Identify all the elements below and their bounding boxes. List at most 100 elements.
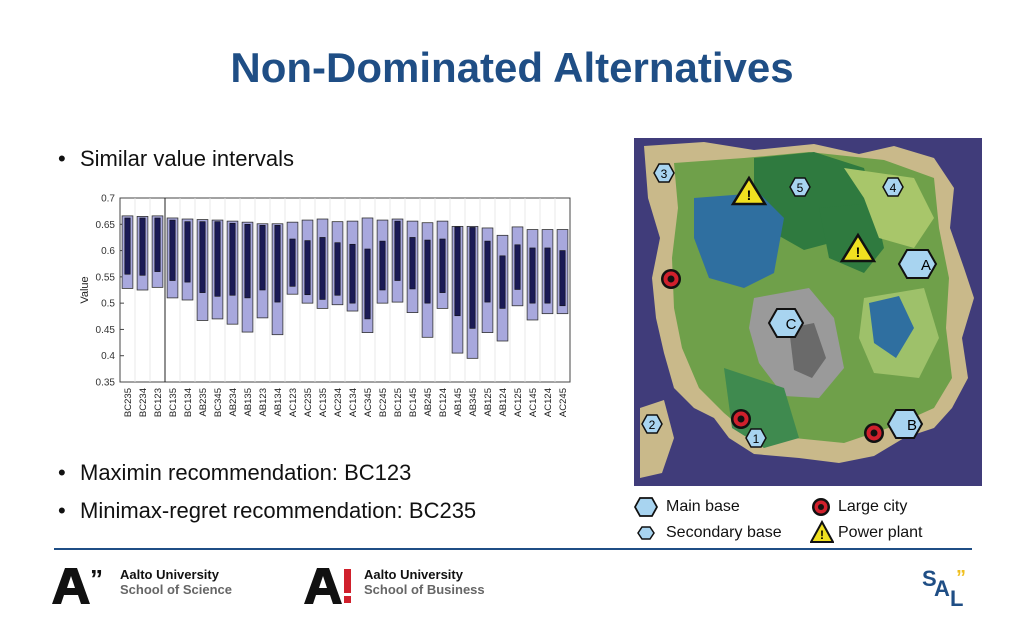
inner-interval-bar [229,222,236,296]
bullet-minimax: • Minimax-regret recommendation: BC235 [58,498,476,524]
inner-interval-bar [304,240,311,296]
inner-interval-bar [439,238,446,293]
legend-secondary-base: Secondary base [634,522,804,544]
main-base-a[interactable]: A [897,249,938,279]
x-tick-label: AC234 [333,388,344,417]
y-axis-label: Value [79,276,91,303]
y-tick-label: 0.35 [96,378,116,389]
inner-interval-bar [499,255,506,309]
logo-line: School of Business [364,582,485,597]
aalto-science-text: Aalto University School of Science [120,567,232,597]
hexagon-icon [634,497,658,517]
x-tick-label: BC135 [168,388,179,417]
inner-interval-bar [559,250,566,307]
x-tick-label: BC124 [438,388,449,417]
bullet-dot: • [58,146,66,171]
legend-main-base: Main base [634,496,804,518]
small-hexagon-icon [637,526,655,540]
secondary-base-2[interactable]: 2 [641,414,663,434]
marker-label: A [921,257,931,274]
lake-region [869,296,914,358]
large-city-marker[interactable] [661,269,681,289]
secondary-base-3[interactable]: 3 [653,163,675,183]
inner-interval-bar [169,219,176,281]
footer-divider [54,548,972,550]
inner-interval-bar [289,238,296,287]
svg-text:!: ! [856,244,861,260]
inner-interval-bar [394,220,401,281]
inner-interval-bar [514,244,521,290]
x-tick-label: AC134 [348,388,359,417]
inner-interval-bar [424,239,431,304]
inner-interval-bar [184,221,191,283]
logo-line: Aalto University [120,567,219,582]
meadow-region [844,168,934,248]
legend-label: Large city [838,498,908,515]
x-tick-label: AC145 [528,388,539,417]
power-plant-marker[interactable]: ! [730,175,768,206]
inner-interval-bar [454,226,461,317]
logo-line: Aalto University [364,567,463,582]
x-tick-label: AC125 [513,388,524,417]
marker-label: B [907,417,917,434]
inner-interval-bar [379,240,386,291]
y-tick-label: 0.6 [101,246,115,257]
large-city-marker[interactable] [864,423,884,443]
secondary-base-5[interactable]: 5 [789,177,811,197]
legend-power-plant: ! Power plant [810,520,950,544]
x-tick-label: BC134 [183,388,194,417]
x-tick-label: BC235 [123,388,134,417]
y-tick-label: 0.4 [101,351,115,362]
legend-label: Power plant [838,524,923,541]
inner-interval-bar [529,247,536,304]
bullet-maximin: • Maximin recommendation: BC123 [58,460,411,486]
legend-large-city: Large city [810,496,950,518]
x-tick-label: AC135 [318,388,329,417]
inner-interval-bar [334,242,341,296]
warning-triangle-icon: ! [810,520,834,543]
inner-interval-bar [319,237,326,300]
y-tick-label: 0.5 [101,299,115,310]
bullet-text: Minimax-regret recommendation: BC235 [80,498,477,523]
inner-interval-bar [469,227,476,329]
x-tick-label: AC124 [543,388,554,417]
aalto-business-logo-icon [304,568,351,604]
inner-interval-bar [154,217,161,272]
large-city-marker[interactable] [731,409,751,429]
main-base-c[interactable]: C [767,308,805,338]
x-tick-label: BC234 [138,388,149,417]
bullet-similar: • Similar value intervals [58,146,294,172]
x-tick-label: AB135 [243,388,254,417]
x-tick-label: AB125 [483,388,494,417]
inner-interval-bar [214,221,221,297]
y-tick-label: 0.7 [101,194,115,205]
x-tick-label: BC345 [213,388,224,417]
x-tick-label: BC245 [378,388,389,417]
marker-label: 5 [797,181,804,195]
bullet-dot: • [58,460,66,485]
aalto-science-logo-icon: ” [52,566,103,604]
x-tick-label: AB123 [258,388,269,417]
bullet-text: Similar value intervals [80,146,294,171]
marker-label: 2 [649,418,656,432]
inner-interval-bar [544,247,551,304]
inner-interval-bar [349,243,356,304]
x-tick-label: AB124 [498,388,509,417]
inner-interval-bar [199,221,206,293]
x-tick-label: AC235 [303,388,314,417]
x-tick-label: AC245 [558,388,569,417]
y-tick-label: 0.55 [96,272,116,283]
power-plant-marker[interactable]: ! [839,232,877,263]
inner-interval-bar [409,237,416,290]
inner-interval-bar [364,248,371,320]
marker-label: 4 [890,181,897,195]
x-tick-label: AB245 [423,388,434,417]
secondary-base-4[interactable]: 4 [882,177,904,197]
secondary-base-1[interactable]: 1 [745,428,767,448]
svg-text:L: L [950,586,963,610]
marker-label: C [786,316,797,333]
island-map: ! ! A B C 1 2 3 4 5 [634,138,982,486]
main-base-b[interactable]: B [886,409,924,439]
value-interval-chart: 0.35 0.4 0.45 0.5 0.55 0.6 0.65 0.7 BC235 BC234 BC… [79,194,571,440]
x-tick-label: BC123 [153,388,164,417]
